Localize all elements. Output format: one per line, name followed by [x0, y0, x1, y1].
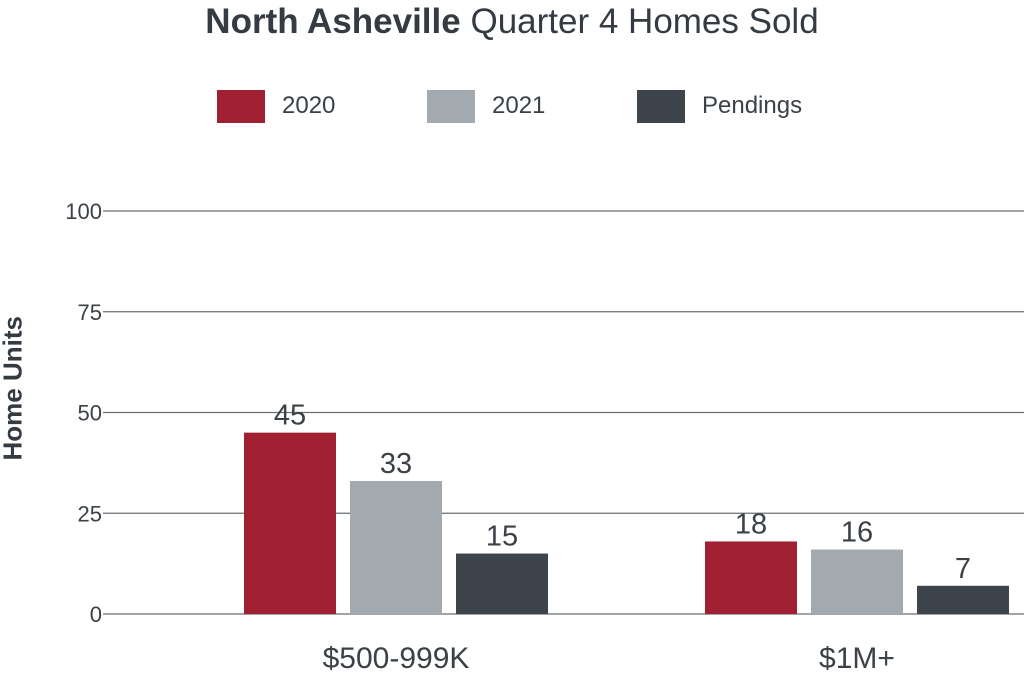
y-tick-label-0: 0	[90, 602, 102, 627]
bar-2020-0	[244, 432, 336, 614]
data-label-2021-0: 33	[380, 448, 412, 480]
legend-swatch-2020	[217, 89, 265, 123]
x-tick-label-0: $500-999K	[323, 642, 470, 675]
chart-title-bold: North Asheville	[205, 2, 461, 41]
y-tick-label-100: 100	[65, 199, 102, 224]
bar-2021-0	[350, 481, 442, 614]
legend-item-2020: 2020	[217, 89, 335, 123]
legend-item-pendings: Pendings	[637, 89, 802, 123]
data-label-2020-0: 45	[274, 400, 306, 432]
legend-swatch-2021	[427, 89, 475, 123]
data-label-2020-1: 18	[735, 508, 767, 540]
bar-2020-1	[705, 541, 797, 614]
y-tick-label-50: 50	[78, 401, 102, 426]
bar-pendings-0	[456, 553, 548, 614]
legend-label-2021: 2021	[492, 92, 546, 119]
legend-swatch-pendings	[637, 89, 685, 123]
data-label-pendings-1: 7	[955, 553, 971, 585]
y-tick-label-25: 25	[78, 501, 102, 526]
y-tick-label-75: 75	[78, 300, 102, 325]
bar-2021-1	[811, 549, 903, 614]
bar-pendings-1	[917, 585, 1009, 614]
legend-item-2021: 2021	[427, 89, 545, 123]
legend-label-2020: 2020	[282, 92, 336, 119]
legend-label-pendings: Pendings	[702, 92, 803, 119]
data-label-2021-1: 16	[841, 517, 873, 549]
data-label-pendings-0: 15	[486, 521, 518, 553]
chart-title: North Asheville Quarter 4 Homes Sold	[0, 2, 1024, 42]
chart-title-rest: Quarter 4 Homes Sold	[470, 2, 819, 41]
x-tick-label-1: $1M+	[819, 642, 895, 675]
